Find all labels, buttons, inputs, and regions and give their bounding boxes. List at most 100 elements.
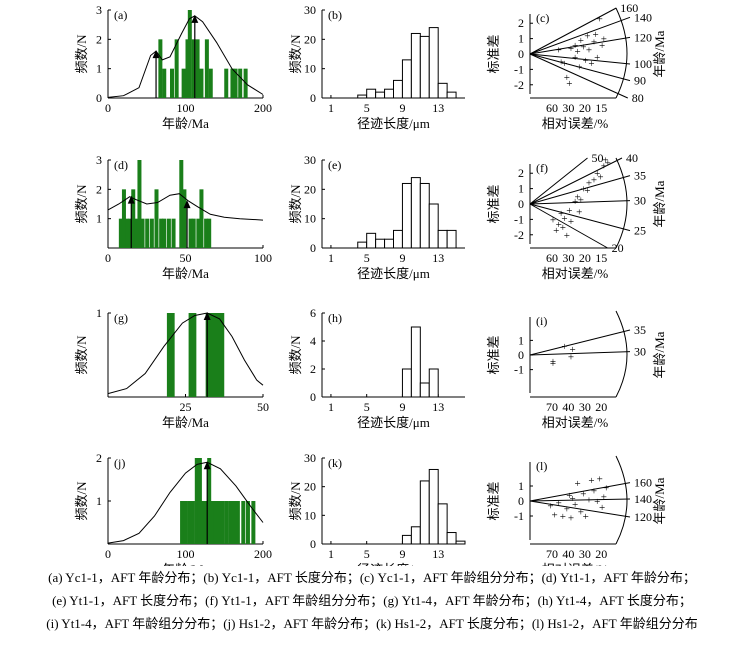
chart-c-point-7: + <box>572 52 578 64</box>
chart-i-ray-30 <box>529 351 631 356</box>
chart-f-xtick-label-1: 30 <box>562 251 574 265</box>
chart-f-age-arc <box>615 157 628 249</box>
chart-b-bin-2 <box>375 91 386 99</box>
chart-i-point-2: + <box>561 341 567 353</box>
chart-i-label: (i) <box>536 314 547 328</box>
chart-c-ray-label-160: 160 <box>620 1 638 15</box>
chart-l-ray-label-140: 140 <box>634 492 652 506</box>
chart-l-label: (l) <box>536 459 547 473</box>
chart-i-xtick-label-2: 30 <box>579 400 591 414</box>
chart-f-point-19: + <box>601 161 607 173</box>
chart-l-point-3: + <box>560 511 566 523</box>
chart-g-peak-arrow-0 <box>203 312 211 320</box>
chart-l-point-0: + <box>547 501 553 513</box>
chart-c-xtick-label-0: 60 <box>546 101 558 115</box>
chart-d-xtick-label-2: 100 <box>254 251 272 265</box>
chart-f-ray-30 <box>529 200 631 205</box>
chart-h-bin-2 <box>419 382 430 398</box>
chart-c-point-3: + <box>564 72 570 84</box>
chart-b-bin-5 <box>401 59 412 99</box>
chart-k-bin-4 <box>437 503 448 545</box>
chart-l-ytick-label-0: 1 <box>518 479 524 493</box>
chart-l-point-16: + <box>594 496 600 508</box>
chart-k-bin-0 <box>401 534 412 545</box>
chart-i-age-arc <box>615 310 628 398</box>
chart-h-bin-3 <box>428 368 439 398</box>
chart-l-ray-label-160: 160 <box>634 476 652 490</box>
chart-k-bin-1 <box>410 526 421 545</box>
chart-c-xtick-label-3: 15 <box>595 101 607 115</box>
chart-b-xlabel: 径迹长度/μm <box>357 116 430 131</box>
chart-l-point-8: + <box>572 499 578 511</box>
chart-l-ray-140 <box>529 498 631 502</box>
chart-d-bar-10 <box>154 189 159 248</box>
chart-d-bar-15 <box>179 160 184 248</box>
chart-g-xlabel: 年龄/Ma <box>162 415 209 430</box>
chart-b-bin-8 <box>428 27 439 99</box>
chart-f-xtick-label-2: 20 <box>579 251 591 265</box>
chart-j-label: (j) <box>114 456 125 470</box>
chart-c-ray-label-120: 120 <box>634 30 652 44</box>
chart-a-bar-4 <box>181 68 186 98</box>
chart-a-label: (a) <box>114 8 127 22</box>
chart-l-point-18: + <box>599 502 605 514</box>
chart-j-ylabel: 频数/N <box>74 481 89 521</box>
chart-a-xtick-label-1: 100 <box>177 101 195 115</box>
chart-a-bar-2 <box>170 68 174 98</box>
chart-a-peak-arrow-0 <box>152 50 160 59</box>
chart-e-ylabel: 频数/N <box>288 184 303 224</box>
chart-f-ray-label-30: 30 <box>634 194 646 208</box>
chart-c-point-21: + <box>601 34 607 46</box>
chart-f-xtick-label-3: 15 <box>595 251 607 265</box>
caption-line-3: (i) Yt1-4，AFT 年龄组分分布；(j) Hs1-2，AFT 年龄分布；… <box>46 616 698 631</box>
chart-f-point-0: + <box>550 214 556 226</box>
chart-h-ytick-label-0: 0 <box>310 390 316 404</box>
chart-j-peak-arrow-0 <box>203 461 211 470</box>
chart-j-density-curve <box>107 461 264 544</box>
chart-l-ylabel: 标准差 <box>486 481 501 520</box>
chart-f-point-8: + <box>568 216 574 228</box>
chart-f-ray-40 <box>529 157 623 205</box>
chart-l-point-12: + <box>583 511 589 523</box>
chart-a-bar-5 <box>185 39 190 98</box>
chart-g-bar-1 <box>188 313 197 397</box>
chart-j-bar-18 <box>245 501 250 544</box>
chart-b-xtick-label-2: 9 <box>399 101 405 115</box>
chart-e-bin-1 <box>366 232 377 249</box>
chart-i-xtick-label-0: 70 <box>546 400 558 414</box>
chart-a-ytick-label-1: 1 <box>96 62 102 76</box>
chart-f-point-3: + <box>558 208 564 220</box>
chart-f-point-14: + <box>584 185 590 197</box>
chart-c-ytick-label-4: -2 <box>514 78 524 92</box>
chart-f-point-20: + <box>602 154 608 166</box>
chart-b-bin-4 <box>393 79 403 99</box>
chart-f-point-6: + <box>564 230 570 242</box>
chart-c-point-12: + <box>583 55 589 67</box>
chart-i-ytick-label-0: 1 <box>518 333 524 347</box>
chart-f-ray-25 <box>529 203 631 232</box>
chart-f-ray-label-25: 25 <box>634 224 646 238</box>
chart-l-point-10: + <box>578 507 584 519</box>
chart-j-xtick-label-1: 100 <box>177 547 195 561</box>
chart-c-ray-140 <box>529 16 631 55</box>
chart-c-ray-80 <box>529 53 628 99</box>
chart-a-bar-6 <box>187 10 192 98</box>
chart-d-bar-9 <box>149 218 154 248</box>
chart-h-xtick-label-0: 1 <box>328 400 334 414</box>
chart-j-xlabel: 年龄/Ma <box>162 562 209 566</box>
chart-c-point-2: + <box>561 58 567 70</box>
chart-g-ytick-label-0: 1 <box>96 306 102 320</box>
chart-b-ytick-label-1: 10 <box>304 62 316 76</box>
chart-b-ytick-label-3: 30 <box>304 3 316 17</box>
chart-k-xtick-label-2: 9 <box>399 547 405 561</box>
chart-e-bin-4 <box>393 229 403 249</box>
chart-k-ytick-label-3: 30 <box>304 451 316 465</box>
chart-f-ytick-label-2: 0 <box>518 197 524 211</box>
chart-c-point-17: + <box>592 29 598 41</box>
chart-b-ytick-label-0: 0 <box>310 91 316 105</box>
chart-g-density-curve <box>107 312 264 395</box>
chart-a-bar-1 <box>162 68 167 98</box>
chart-i-ray-label-30: 30 <box>634 345 646 359</box>
chart-l-point-6: + <box>568 513 574 525</box>
chart-b-bin-1 <box>366 88 377 99</box>
